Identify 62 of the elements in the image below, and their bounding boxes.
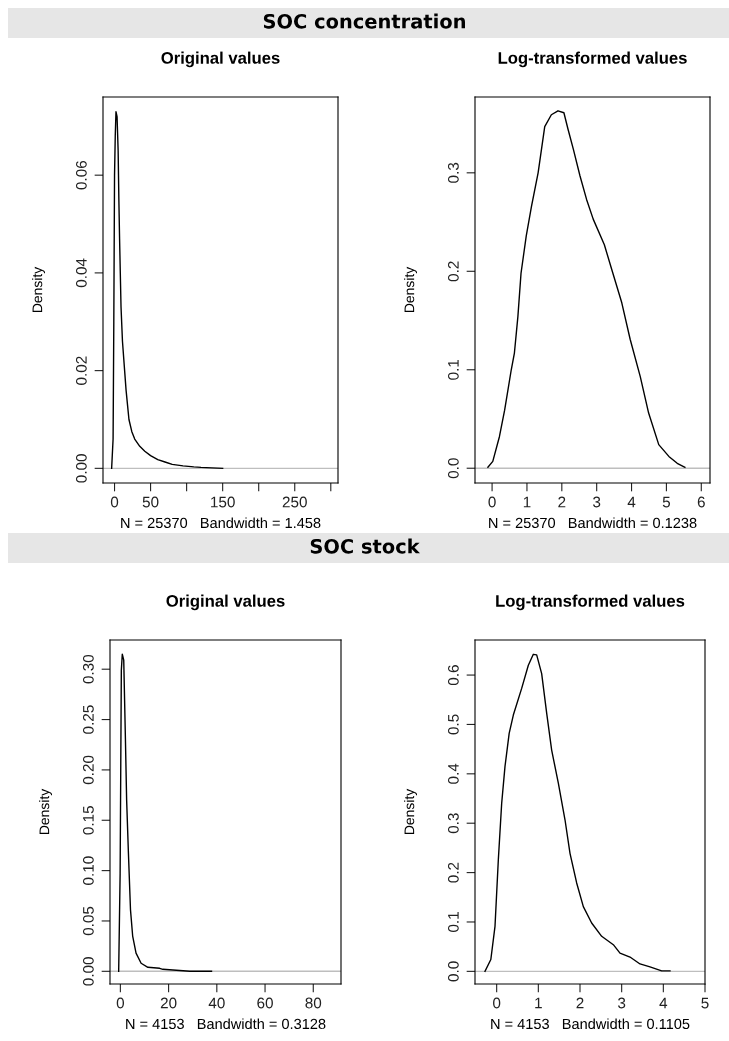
x-tick-label: 3 xyxy=(593,496,601,508)
x-tick-label: 4 xyxy=(627,496,636,508)
x-axis-title: N = 4153 Bandwidth = 0.1105 xyxy=(491,1018,690,1030)
line-series xyxy=(117,653,213,973)
x-tick-label: 80 xyxy=(305,997,322,1009)
x-tick-label: 50 xyxy=(142,496,159,508)
x-tick-label: 1 xyxy=(523,496,531,508)
y-tick-label: 0.1 xyxy=(447,912,459,932)
y-tick-label: 0.15 xyxy=(82,806,94,835)
x-tick-label: 20 xyxy=(160,997,177,1009)
y-axis-title: Density xyxy=(32,266,46,313)
line-series xyxy=(110,110,224,470)
y-tick-label: 0.2 xyxy=(447,261,459,282)
x-tick-label: 150 xyxy=(211,496,235,508)
x-tick-label: 60 xyxy=(257,997,273,1009)
y-tick-label: 0.04 xyxy=(75,258,87,288)
x-tick-label: 2 xyxy=(558,496,566,508)
y-tick-label: 0.10 xyxy=(82,856,94,885)
x-tick-label: 0 xyxy=(110,496,119,508)
x-tick-label: 5 xyxy=(662,496,671,508)
x-tick-label: 1 xyxy=(535,997,542,1009)
y-tick-label: 0.02 xyxy=(75,356,87,385)
x-tick-label: 40 xyxy=(208,997,225,1009)
y-axis-title: Density xyxy=(404,788,418,835)
y-tick-label: 0.06 xyxy=(75,160,87,190)
x-axis-title: N = 25370 Bandwidth = 0.1238 xyxy=(489,517,697,529)
x-tick-label: 5 xyxy=(701,997,709,1009)
y-tick-label: 0.25 xyxy=(82,705,94,734)
x-axis-title: N = 25370 Bandwidth = 1.458 xyxy=(121,517,321,529)
y-tick-label: 0.0 xyxy=(447,458,459,479)
y-tick-label: 0.3 xyxy=(447,813,459,834)
chart-title: Log-transformed values xyxy=(496,594,685,611)
text: SOC stock xyxy=(310,538,420,554)
x-tick-label: 0 xyxy=(493,997,501,1009)
x-tick-label: 3 xyxy=(618,997,626,1009)
y-tick-label: 0.20 xyxy=(82,755,94,785)
x-tick-label: 0 xyxy=(488,496,496,508)
x-tick-label: 250 xyxy=(282,496,307,508)
line-series xyxy=(484,653,671,973)
y-tick-label: 0.00 xyxy=(75,454,87,483)
x-tick-label: 4 xyxy=(659,997,668,1009)
chart-title: Log-transformed values xyxy=(498,51,687,68)
y-tick-label: 0.1 xyxy=(447,359,459,380)
y-tick-label: 0.4 xyxy=(447,763,459,784)
y-tick-label: 0.00 xyxy=(82,957,94,986)
y-tick-label: 0.6 xyxy=(447,665,459,686)
y-axis-title: Density xyxy=(39,788,53,835)
y-tick-label: 0.3 xyxy=(447,162,459,183)
y-tick-label: 0.05 xyxy=(82,906,94,936)
x-tick-label: 0 xyxy=(116,997,125,1009)
y-tick-label: 0.5 xyxy=(447,714,459,735)
x-tick-label: 2 xyxy=(576,997,584,1009)
chart-title: Original values xyxy=(161,51,280,68)
text: SOC concentration xyxy=(263,13,465,29)
y-axis-title: Density xyxy=(404,266,418,313)
chart-title: Original values xyxy=(166,594,285,611)
x-axis-title: N = 4153 Bandwidth = 0.3128 xyxy=(126,1018,326,1030)
y-tick-label: 0.0 xyxy=(447,961,459,982)
x-tick-label: 6 xyxy=(697,496,705,508)
y-tick-label: 0.2 xyxy=(447,862,459,883)
line-series xyxy=(487,110,686,468)
y-tick-label: 0.30 xyxy=(82,654,94,684)
